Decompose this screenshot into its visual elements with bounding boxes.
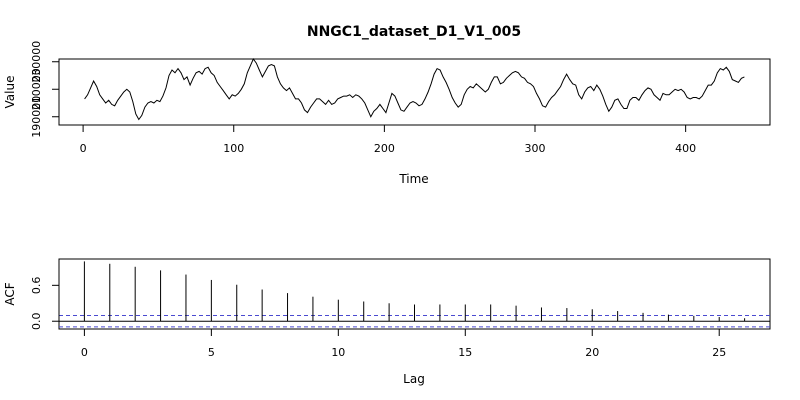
value-y-axis-label: Value bbox=[3, 76, 17, 109]
time-series-panel: NNGC1_dataset_D1_V1_005 0 100 200 300 400 19… bbox=[3, 24, 771, 186]
acf-y-tick-label: 0.0 bbox=[30, 312, 43, 330]
value-y-tick-label: 190000 bbox=[30, 96, 43, 138]
acf-panel: 0 5 10 15 20 25 0.0 0.6 Lag ACF bbox=[3, 258, 771, 386]
lag-x-tick-label: 10 bbox=[331, 346, 345, 359]
lag-x-tick-label: 25 bbox=[712, 346, 726, 359]
time-x-tick-label: 300 bbox=[525, 142, 546, 155]
time-x-axis: 0 100 200 300 400 bbox=[80, 124, 696, 155]
lag-x-tick-label: 5 bbox=[208, 346, 215, 359]
lag-x-tick-label: 15 bbox=[458, 346, 472, 359]
acf-bars bbox=[83, 261, 746, 322]
time-x-axis-label: Time bbox=[398, 172, 428, 186]
lag-x-axis: 0 5 10 15 20 25 bbox=[81, 328, 726, 359]
value-y-tick-label: 210000 bbox=[30, 68, 43, 110]
lag-x-tick-label: 0 bbox=[81, 346, 88, 359]
acf-y-axis: 0.0 0.6 bbox=[30, 277, 60, 330]
lag-x-tick-label: 20 bbox=[585, 346, 599, 359]
value-y-tick-label: 230000 bbox=[30, 41, 43, 83]
time-series-line bbox=[84, 58, 745, 121]
time-x-tick-label: 400 bbox=[675, 142, 696, 155]
lag-x-axis-label: Lag bbox=[403, 372, 425, 386]
time-x-tick-label: 100 bbox=[223, 142, 244, 155]
acf-y-axis-label: ACF bbox=[3, 282, 17, 305]
time-series-plot-frame bbox=[58, 58, 771, 126]
time-x-tick-label: 200 bbox=[374, 142, 395, 155]
acf-y-tick-label: 0.6 bbox=[30, 277, 43, 295]
chart-title: NNGC1_dataset_D1_V1_005 bbox=[307, 24, 521, 40]
time-x-tick-label: 0 bbox=[80, 142, 87, 155]
